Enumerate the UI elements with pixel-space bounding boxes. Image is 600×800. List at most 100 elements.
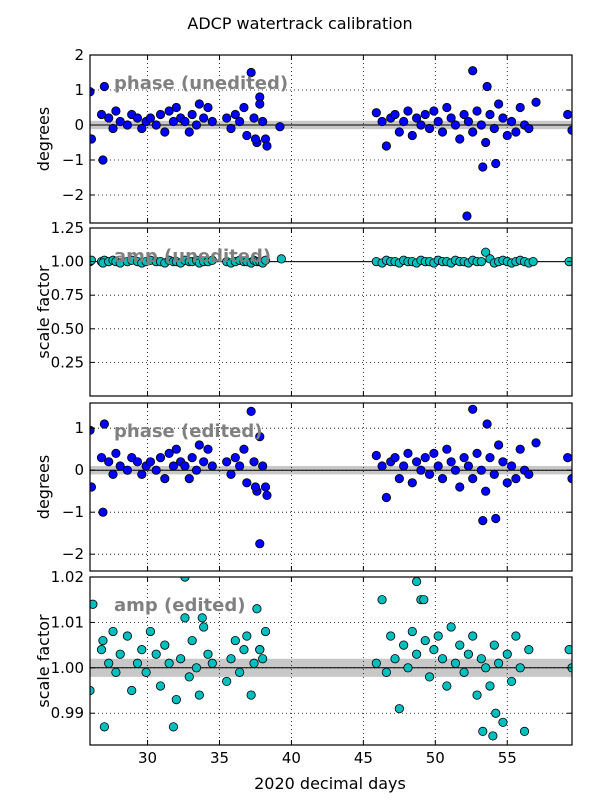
data-point xyxy=(151,465,161,475)
data-point xyxy=(258,461,268,471)
data-point xyxy=(168,116,179,127)
data-point xyxy=(515,663,525,673)
phase-edited-label: phase (edited) xyxy=(114,421,262,442)
data-point xyxy=(132,113,143,123)
data-point xyxy=(230,635,240,646)
data-point xyxy=(442,102,452,113)
data-point xyxy=(390,654,400,664)
data-point xyxy=(111,448,121,458)
data-point xyxy=(184,127,194,137)
data-point xyxy=(450,465,461,475)
data-point xyxy=(187,452,197,463)
data-point xyxy=(108,626,118,637)
data-point xyxy=(491,158,501,169)
data-point xyxy=(145,113,156,123)
data-point xyxy=(420,452,430,463)
data-point xyxy=(132,457,143,467)
amp-edited-x-tick-label: 35 xyxy=(210,749,229,767)
data-point xyxy=(371,658,381,668)
amp-edited-x-tick-label: 30 xyxy=(138,749,157,767)
amp-unedited-y-axis-label: scale factor xyxy=(34,265,53,359)
phase-edited-y-tick-label: −2 xyxy=(62,545,84,563)
data-point xyxy=(478,162,488,172)
data-point xyxy=(485,681,495,691)
phase-unedited-y-tick-label: 1 xyxy=(74,81,84,99)
data-point xyxy=(155,452,166,463)
data-point xyxy=(242,478,252,488)
data-point xyxy=(489,469,499,479)
phase-unedited-y-tick-label: −2 xyxy=(62,186,84,204)
data-point xyxy=(399,116,409,127)
amp-edited-x-tick-label: 40 xyxy=(282,749,301,767)
data-point xyxy=(399,640,409,650)
data-point xyxy=(489,640,499,650)
data-point xyxy=(160,473,170,484)
data-point xyxy=(468,66,478,76)
data-point xyxy=(199,457,209,467)
amp-unedited-points xyxy=(90,247,572,268)
panel-phase-unedited: phase (unedited) −2 −1 0 1 2 degrees xyxy=(34,46,573,224)
data-point xyxy=(386,631,396,641)
amp-unedited-y-tick-label: 1.25 xyxy=(51,219,84,237)
phase-unedited-label: phase (unedited) xyxy=(114,73,288,94)
amp-unedited-y-tick-label: 0.50 xyxy=(51,320,84,338)
data-point xyxy=(108,123,118,134)
data-point xyxy=(403,106,413,116)
data-point xyxy=(203,444,213,454)
data-point xyxy=(260,255,271,265)
data-point xyxy=(235,461,245,471)
data-point xyxy=(207,116,217,127)
data-point xyxy=(390,109,400,120)
data-point xyxy=(127,685,137,696)
data-point xyxy=(515,444,525,454)
data-point xyxy=(407,478,417,488)
data-point xyxy=(137,469,147,479)
data-point xyxy=(485,109,495,120)
data-point xyxy=(155,681,166,691)
amp-edited-x-tick-label: 50 xyxy=(426,749,445,767)
data-point xyxy=(199,622,209,632)
data-point xyxy=(90,134,97,144)
figure-title: ADCP watertrack calibration xyxy=(187,14,412,33)
data-point xyxy=(424,123,435,134)
data-point xyxy=(141,667,151,677)
data-point xyxy=(151,649,161,659)
data-point xyxy=(96,109,107,120)
data-point xyxy=(394,473,404,484)
data-point xyxy=(151,120,161,130)
data-point xyxy=(494,440,504,450)
data-point xyxy=(275,122,285,132)
data-point xyxy=(412,457,422,467)
amp-unedited-y-tick-label: 0.25 xyxy=(51,353,84,371)
data-point xyxy=(99,722,109,732)
data-point xyxy=(226,654,236,664)
data-point xyxy=(424,672,435,682)
amp-edited-y-tick-label: 1.00 xyxy=(51,659,84,677)
data-point xyxy=(437,654,448,664)
data-point xyxy=(371,450,381,461)
data-point xyxy=(446,113,456,123)
data-point xyxy=(145,626,156,637)
data-point xyxy=(164,448,174,458)
data-point xyxy=(511,127,521,137)
data-point xyxy=(377,595,387,605)
data-point xyxy=(246,690,256,700)
data-point xyxy=(481,137,491,148)
data-point xyxy=(462,211,472,221)
data-point xyxy=(429,106,439,116)
phase-unedited-y-tick-label: 2 xyxy=(74,46,84,64)
data-point xyxy=(455,134,465,144)
data-point xyxy=(115,116,125,127)
data-point xyxy=(472,106,482,116)
data-point xyxy=(563,453,572,463)
data-point xyxy=(412,649,422,659)
amp-edited-x-tick-label: 55 xyxy=(498,749,517,767)
data-point xyxy=(115,461,125,471)
amp-edited-label: amp (edited) xyxy=(114,595,245,616)
amp-edited-y-axis-label: scale factor xyxy=(34,614,53,708)
data-point xyxy=(222,113,232,123)
data-point xyxy=(478,515,488,526)
data-point xyxy=(485,452,495,463)
data-point xyxy=(184,473,194,484)
data-point xyxy=(531,97,541,107)
